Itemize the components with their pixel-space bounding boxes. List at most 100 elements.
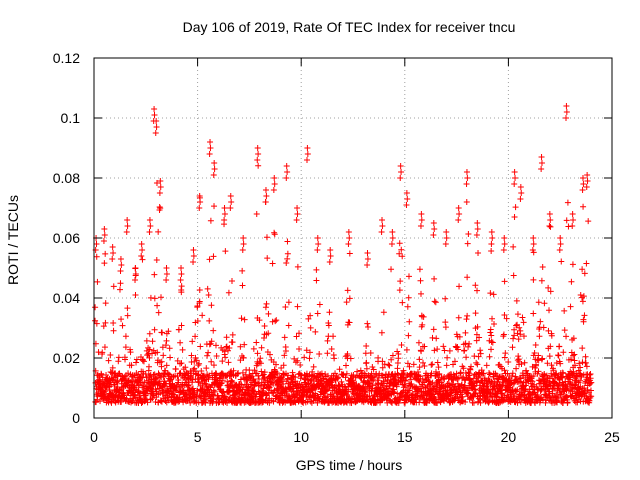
- data-point: [253, 211, 260, 218]
- data-point: [535, 368, 542, 375]
- data-point: [122, 356, 129, 363]
- data-point: [146, 354, 153, 361]
- data-point: [510, 243, 517, 250]
- data-point: [474, 226, 481, 232]
- data-point: [388, 266, 395, 273]
- data-point: [163, 277, 170, 283]
- data-point: [474, 287, 481, 294]
- data-point: [213, 352, 220, 359]
- data-point: [293, 217, 300, 223]
- data-point: [202, 380, 209, 387]
- data-point: [473, 337, 480, 344]
- data-point: [153, 179, 160, 186]
- data-point: [175, 379, 182, 386]
- data-point: [416, 364, 423, 371]
- data-point: [110, 283, 117, 290]
- data-point: [110, 319, 117, 326]
- data-point: [403, 202, 410, 208]
- data-point: [455, 314, 462, 321]
- data-point: [283, 163, 290, 169]
- data-point: [132, 265, 139, 271]
- data-point: [395, 350, 402, 357]
- data-point: [477, 399, 484, 406]
- data-point: [263, 300, 270, 307]
- data-point: [588, 393, 595, 400]
- data-point: [177, 277, 184, 283]
- data-point: [138, 253, 145, 259]
- data-point: [228, 199, 235, 205]
- data-point: [284, 372, 291, 379]
- data-point: [586, 397, 593, 404]
- data-point: [397, 163, 404, 169]
- data-point: [338, 378, 345, 385]
- data-point: [546, 307, 553, 314]
- data-point: [475, 353, 482, 360]
- data-point: [257, 355, 264, 362]
- data-point: [284, 169, 291, 175]
- data-point: [118, 398, 125, 405]
- x-tick-label: 20: [501, 429, 517, 445]
- data-point: [584, 178, 591, 184]
- data-point: [493, 393, 500, 400]
- data-point: [187, 399, 194, 406]
- data-point: [153, 124, 160, 130]
- data-point: [110, 250, 117, 256]
- data-point: [455, 205, 462, 211]
- data-point: [530, 235, 537, 241]
- data-point: [296, 345, 303, 352]
- data-point: [205, 349, 212, 356]
- data-point: [258, 368, 265, 375]
- data-point: [269, 260, 276, 267]
- data-point: [210, 362, 217, 369]
- data-point: [443, 229, 450, 235]
- data-point: [472, 282, 479, 289]
- data-point: [203, 365, 210, 372]
- data-point: [567, 381, 574, 388]
- data-point: [442, 387, 449, 394]
- data-point: [227, 205, 234, 211]
- data-point: [461, 347, 468, 354]
- data-point: [396, 240, 403, 247]
- data-point: [584, 172, 591, 178]
- data-point: [428, 361, 435, 368]
- data-point: [315, 241, 322, 247]
- data-point: [303, 370, 310, 377]
- data-point: [583, 363, 590, 370]
- data-point: [466, 340, 473, 347]
- data-point: [415, 339, 422, 346]
- data-point: [316, 351, 323, 358]
- x-axis-label: GPS time / hours: [296, 457, 403, 473]
- data-point: [395, 399, 402, 406]
- data-point: [456, 333, 463, 340]
- data-point: [489, 339, 496, 346]
- data-point: [550, 367, 557, 374]
- data-point: [462, 340, 469, 347]
- data-point: [547, 343, 554, 350]
- data-point: [416, 266, 423, 273]
- data-point: [246, 367, 253, 374]
- data-point: [479, 370, 486, 377]
- data-point: [110, 327, 117, 334]
- data-point: [421, 363, 428, 370]
- data-point: [328, 345, 335, 352]
- data-point: [486, 353, 493, 360]
- data-point: [464, 312, 471, 319]
- data-point: [92, 304, 99, 311]
- data-point: [263, 193, 270, 199]
- data-point: [158, 294, 165, 301]
- data-point: [229, 339, 236, 346]
- data-point: [535, 357, 542, 364]
- data-point: [486, 371, 493, 378]
- ticks-layer: 0 0.02 0.04 0.06 0.08 0.1 0.12 0 5 10 15 20 25: [53, 50, 620, 445]
- data-point: [404, 360, 411, 367]
- data-point: [474, 323, 481, 330]
- data-point: [463, 169, 470, 175]
- data-point: [418, 211, 425, 217]
- data-point: [133, 356, 140, 363]
- data-point: [127, 349, 134, 356]
- data-point: [124, 305, 131, 312]
- data-point: [501, 241, 508, 247]
- data-point: [514, 311, 521, 318]
- data-point: [533, 362, 540, 369]
- data-point: [154, 349, 161, 356]
